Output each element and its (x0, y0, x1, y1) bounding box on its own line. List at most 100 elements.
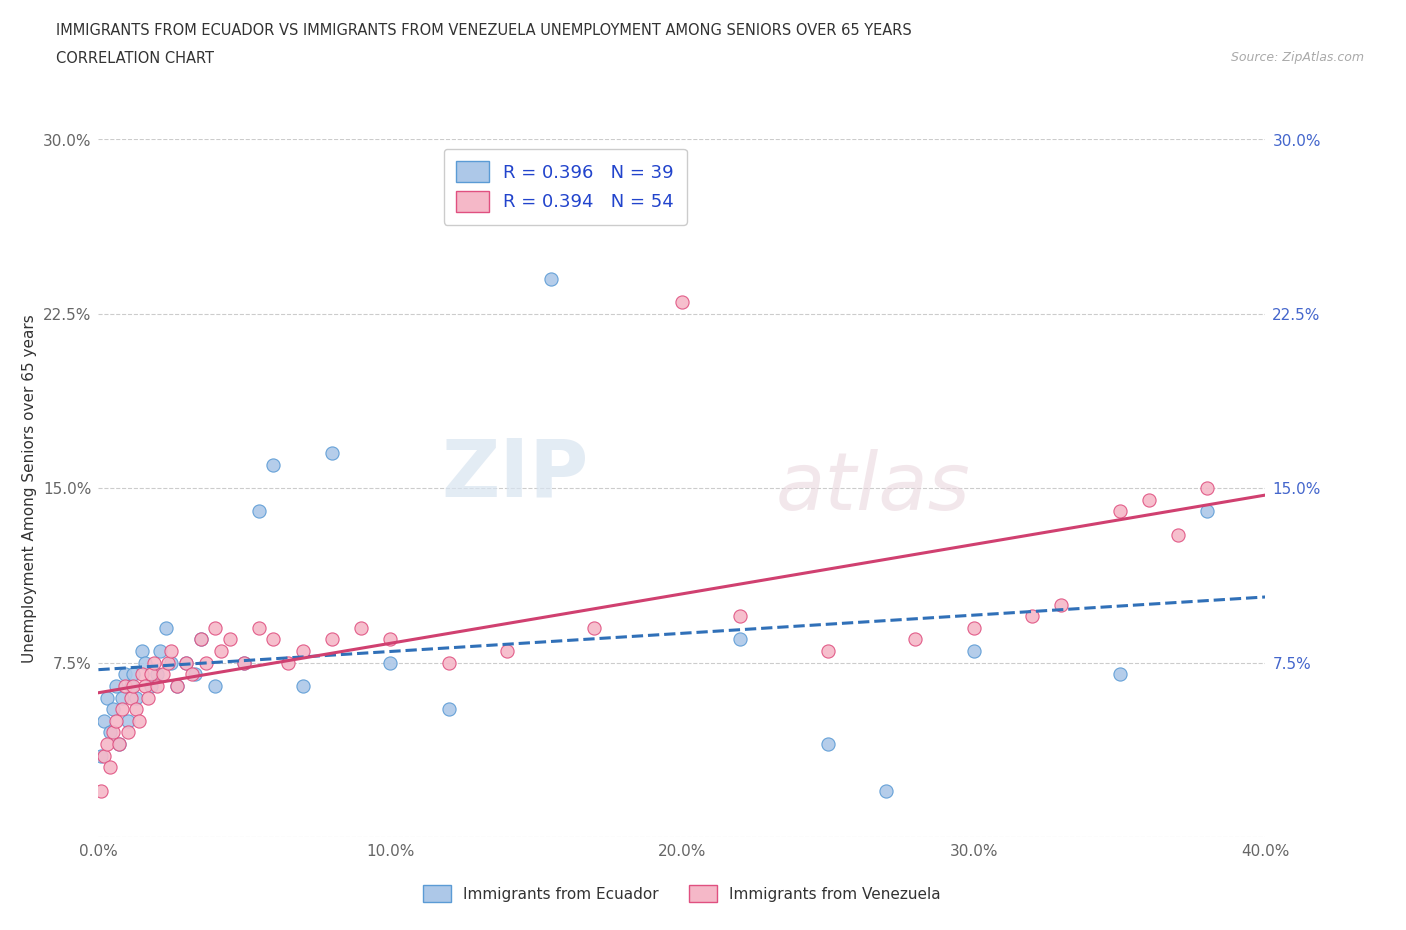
Point (190, 632, 212, 647)
Point (437, 701, 460, 716)
Point (321, 632, 343, 647)
Point (540, 272, 562, 286)
Point (218, 632, 240, 647)
Point (524, 202, 547, 217)
Point (134, 679, 156, 694)
Point (104, 713, 127, 728)
Point (1167, 527, 1189, 542)
Text: ZIP: ZIP (441, 435, 589, 513)
Point (1108, 667, 1130, 682)
Point (1108, 504, 1130, 519)
Point (120, 690, 142, 705)
Point (166, 679, 188, 694)
Point (378, 632, 402, 647)
Point (134, 656, 156, 671)
Point (174, 656, 197, 671)
Point (131, 667, 153, 682)
Point (291, 679, 314, 694)
Point (728, 632, 751, 647)
Point (146, 679, 169, 694)
Point (495, 644, 517, 658)
Point (183, 667, 205, 682)
Point (117, 725, 139, 740)
Point (583, 620, 606, 635)
Point (1137, 493, 1160, 508)
Point (122, 679, 145, 694)
Point (817, 737, 839, 751)
Y-axis label: Unemployment Among Seniors over 65 years: Unemployment Among Seniors over 65 years (21, 314, 37, 662)
Point (120, 679, 142, 694)
Point (111, 690, 134, 705)
Point (671, 295, 693, 310)
Point (962, 644, 984, 658)
Point (98, 725, 121, 740)
Point (101, 701, 124, 716)
Legend: Immigrants from Ecuador, Immigrants from Venezuela: Immigrants from Ecuador, Immigrants from… (412, 874, 952, 913)
Point (190, 632, 212, 647)
Point (1050, 597, 1073, 612)
Point (93, 748, 115, 763)
Point (101, 725, 124, 740)
Point (233, 656, 256, 671)
Point (128, 713, 150, 728)
Point (204, 679, 226, 694)
Point (1021, 609, 1043, 624)
Point (93, 713, 115, 728)
Point (108, 737, 131, 751)
Point (160, 656, 183, 671)
Point (96, 690, 118, 705)
Point (262, 632, 284, 647)
Point (98, 760, 121, 775)
Point (247, 620, 270, 635)
Point (90, 783, 112, 798)
Text: CORRELATION CHART: CORRELATION CHART (56, 51, 214, 66)
Point (157, 656, 180, 671)
Point (904, 632, 927, 647)
Point (149, 644, 172, 658)
Point (962, 620, 984, 635)
Point (142, 656, 165, 671)
Point (174, 656, 197, 671)
Point (139, 667, 162, 682)
Point (817, 644, 839, 658)
Point (350, 620, 373, 635)
Point (108, 737, 131, 751)
Point (114, 667, 136, 682)
Point (160, 644, 183, 658)
Text: Source: ZipAtlas.com: Source: ZipAtlas.com (1230, 51, 1364, 64)
Point (111, 701, 134, 716)
Point (131, 644, 153, 658)
Point (321, 445, 343, 460)
Point (155, 620, 177, 635)
Point (104, 679, 127, 694)
Point (139, 679, 162, 694)
Point (166, 679, 188, 694)
Point (117, 713, 139, 728)
Point (209, 644, 232, 658)
Point (247, 504, 270, 519)
Point (125, 701, 148, 716)
Text: IMMIGRANTS FROM ECUADOR VS IMMIGRANTS FROM VENEZUELA UNEMPLOYMENT AMONG SENIORS : IMMIGRANTS FROM ECUADOR VS IMMIGRANTS FR… (56, 23, 912, 38)
Point (136, 690, 159, 705)
Point (728, 609, 751, 624)
Point (96, 737, 118, 751)
Point (152, 667, 174, 682)
Point (125, 690, 148, 705)
Point (233, 656, 256, 671)
Point (114, 679, 136, 694)
Point (262, 458, 284, 472)
Point (1195, 504, 1218, 519)
Text: atlas: atlas (775, 449, 970, 527)
Point (437, 656, 460, 671)
Point (122, 667, 145, 682)
Point (195, 656, 218, 671)
Point (1195, 481, 1218, 496)
Point (204, 620, 226, 635)
Point (180, 667, 202, 682)
Point (146, 667, 169, 682)
Point (378, 656, 402, 671)
Point (277, 656, 299, 671)
Point (90, 748, 112, 763)
Point (291, 644, 314, 658)
Point (875, 783, 897, 798)
